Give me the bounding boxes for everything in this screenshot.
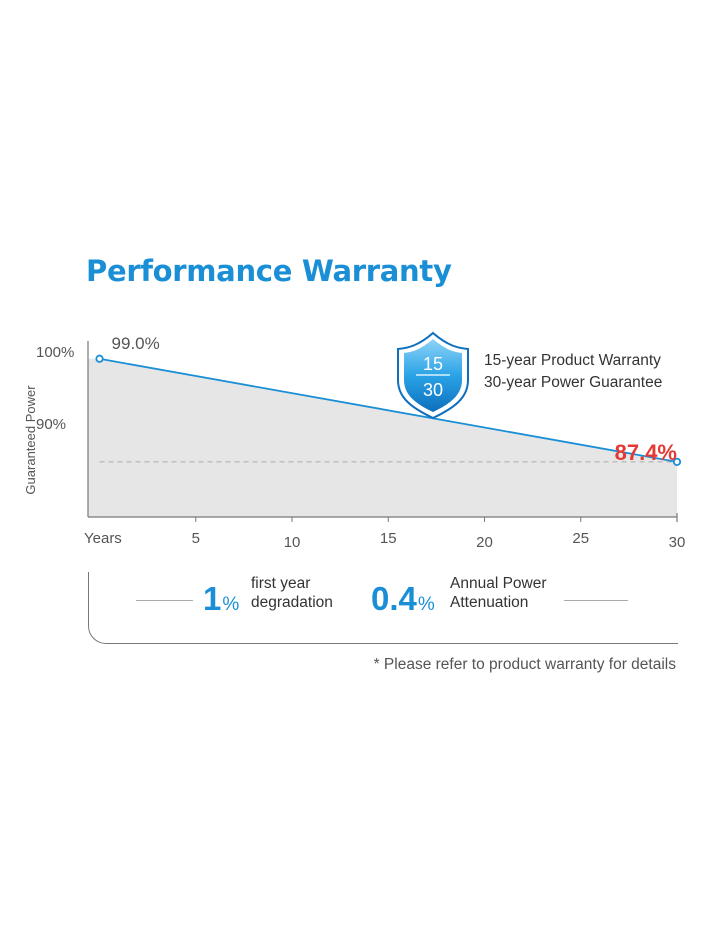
data-point-start: [95, 354, 104, 363]
badge-top-number: 15: [423, 354, 443, 374]
x-tick-label: 25: [572, 530, 589, 547]
first-year-unit: %: [222, 594, 240, 615]
annual-unit: %: [417, 594, 435, 615]
first-year-label-line1: first year: [251, 575, 311, 592]
footnote: * Please refer to product warranty for d…: [373, 656, 676, 673]
warranty-info: 15-year Product Warranty 30-year Power G…: [484, 350, 662, 394]
stats-panel: 1% first year degradation 0.4% Annual Po…: [88, 572, 678, 644]
series-line: [99, 357, 678, 463]
badge-bottom-number: 30: [423, 380, 443, 400]
y-tick-label: 90%: [36, 416, 66, 433]
shield-icon: 15 30: [397, 331, 469, 420]
area-fill: [88, 358, 677, 517]
start-value-label: 99.0%: [112, 334, 160, 353]
product-warranty-text: 15-year Product Warranty: [484, 352, 661, 369]
page-title: Performance Warranty: [86, 254, 452, 288]
annual-label: Annual Power Attenuation: [450, 574, 547, 612]
y-tick-label: 100%: [36, 344, 74, 361]
warranty-chart: Years 5 10 15 20 25 30 100% 90%Guaranteed Power 9…: [23, 331, 686, 551]
first-year-stat: 1%: [203, 582, 239, 615]
end-value-label: 87.4%: [615, 440, 677, 465]
power-guarantee-text: 30-year Power Guarantee: [484, 374, 663, 391]
first-year-label-line2: degradation: [251, 594, 333, 611]
annual-value: 0.4: [371, 580, 417, 617]
annual-label-line2: Attenuation: [450, 594, 529, 611]
divider-line-left: [136, 600, 193, 601]
x-tick-label: 10: [284, 534, 301, 551]
x-tick-label: 5: [192, 530, 200, 547]
annual-stat: 0.4%: [371, 582, 435, 615]
x-tick-label: 20: [476, 534, 493, 551]
y-axis-label: Guaranteed Power: [23, 385, 38, 495]
x-tick-label: 15: [380, 530, 397, 547]
first-year-label: first year degradation: [251, 574, 333, 612]
divider-line-right: [564, 600, 628, 601]
first-year-value: 1: [203, 580, 222, 617]
x-tick-label: Years: [84, 530, 122, 547]
x-tick-label: 30: [669, 534, 686, 551]
annual-label-line1: Annual Power: [450, 575, 547, 592]
data-point-end: [672, 457, 682, 466]
